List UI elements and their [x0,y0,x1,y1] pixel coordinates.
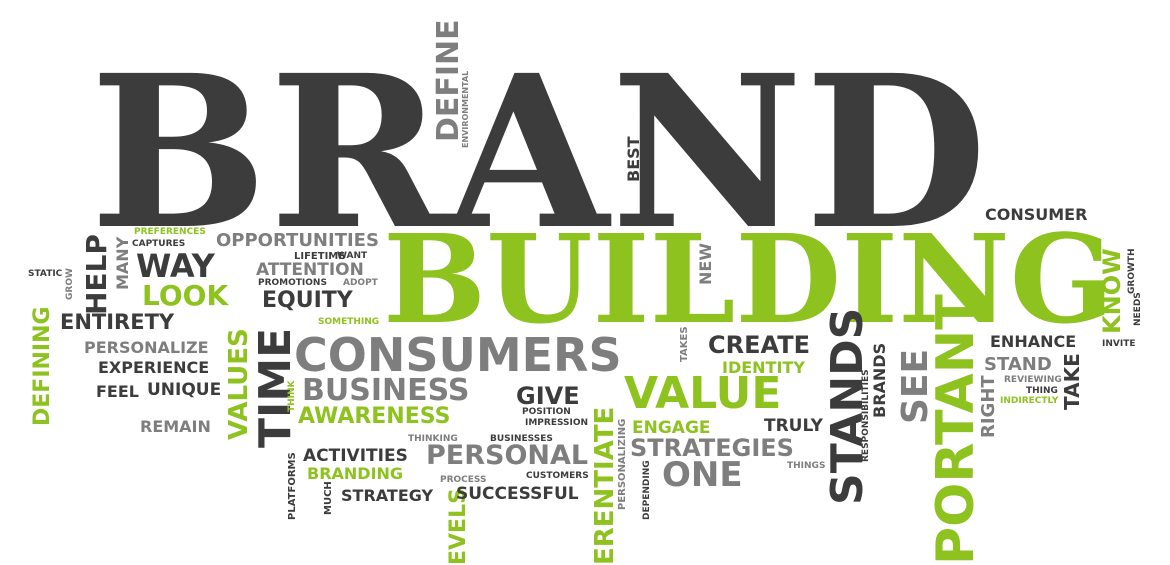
word-something: SOMETHING [318,317,380,327]
word-way: WAY [136,247,215,285]
word-best: BEST [624,136,643,182]
word-value: VALUE [624,368,782,419]
word-promotions: PROMOTIONS [258,278,327,288]
word-remain: REMAIN [140,417,211,436]
word-building: BUILDING [383,207,1114,351]
word-entirety: ENTIRETY [60,310,175,334]
word-activities: ACTIVITIES [303,446,408,466]
word-enhance: ENHANCE [990,332,1077,351]
word-lifetime: LIFETIME [294,251,346,262]
word-personal: PERSONAL [426,440,589,471]
word-stand: STAND [984,354,1052,375]
word-business: BUSINESS [302,373,470,408]
word-experience: EXPERIENCE [98,358,210,377]
word-values: VALUES [224,328,254,440]
word-brand: BRAND [90,29,990,276]
word-environmental: ENVIRONMENTAL [461,70,470,148]
word-needs: NEEDS [1133,292,1143,326]
word-create: CREATE [708,331,810,359]
word-many: MANY [113,236,132,290]
word-truly: TRULY [764,416,823,436]
word-consumers: CONSUMERS [294,328,622,382]
word-know: KNOW [1098,248,1126,334]
word-equity: EQUITY [262,288,353,313]
word-right: RIGHT [978,375,999,438]
word-defining: DEFINING [30,306,55,426]
word-reviewing: REVIEWING [1004,375,1062,385]
word-think: THINK [287,380,297,412]
word-feel: FEEL [96,382,139,401]
word-give: GIVE [516,382,580,410]
word-strategy: STRATEGY [341,486,434,505]
word-grow: GROW [65,268,75,300]
word-new: NEW [696,243,715,285]
word-strategies: STRATEGIES [630,434,794,462]
word-unique: UNIQUE [147,380,222,400]
word-branding: BRANDING [307,464,404,483]
word-captures: CAPTURES [132,239,186,249]
word-preferences: PREFERENCES [134,227,206,237]
word-personalizing: PERSONALIZING [617,418,628,510]
word-attention: ATTENTION [256,260,364,280]
word-thing: THING [1026,386,1058,396]
word-things: THINGS [787,461,826,471]
word-impression: IMPRESSION [525,418,589,428]
word-businesses: BUSINESSES [490,434,553,444]
word-awareness: AWARENESS [298,404,451,429]
word-help: HELP [80,234,113,315]
word-identity: IDENTITY [722,358,805,377]
word-thinking: THINKING [408,434,458,444]
word-invite: INVITE [1102,339,1136,349]
word-indirectly: INDIRECTLY [1000,396,1059,406]
word-brands: BRANDS [870,342,889,418]
word-personalize: PERSONALIZE [84,338,209,357]
word-customers: CUSTOMERS [526,471,589,481]
word-static: STATIC [28,269,63,279]
word-opportunities: OPPORTUNITIES [216,230,379,251]
word-depending: DEPENDING [642,460,652,520]
word-important: PORTANT [926,294,986,565]
word-adopt: ADOPT [343,278,378,288]
word-successful: SUCCESSFUL [456,484,579,504]
word-much: MUCH [323,481,334,515]
word-growth: GROWTH [1127,248,1137,294]
word-engage: ENGAGE [632,418,711,438]
word-look: LOOK [142,279,229,312]
word-takes: TAKES [679,326,690,362]
word-take: TAKE [1060,353,1084,410]
word-consumer: CONSUMER [985,205,1088,224]
word-one: ONE [662,455,743,495]
word-differentiate: ERENTIATE [590,406,620,565]
word-process: PROCESS [440,475,487,485]
word-position: POSITION [522,407,571,417]
word-platforms: PLATFORMS [287,452,298,520]
word-define: DEFINE [431,19,466,142]
word-want: WANT [337,251,368,261]
